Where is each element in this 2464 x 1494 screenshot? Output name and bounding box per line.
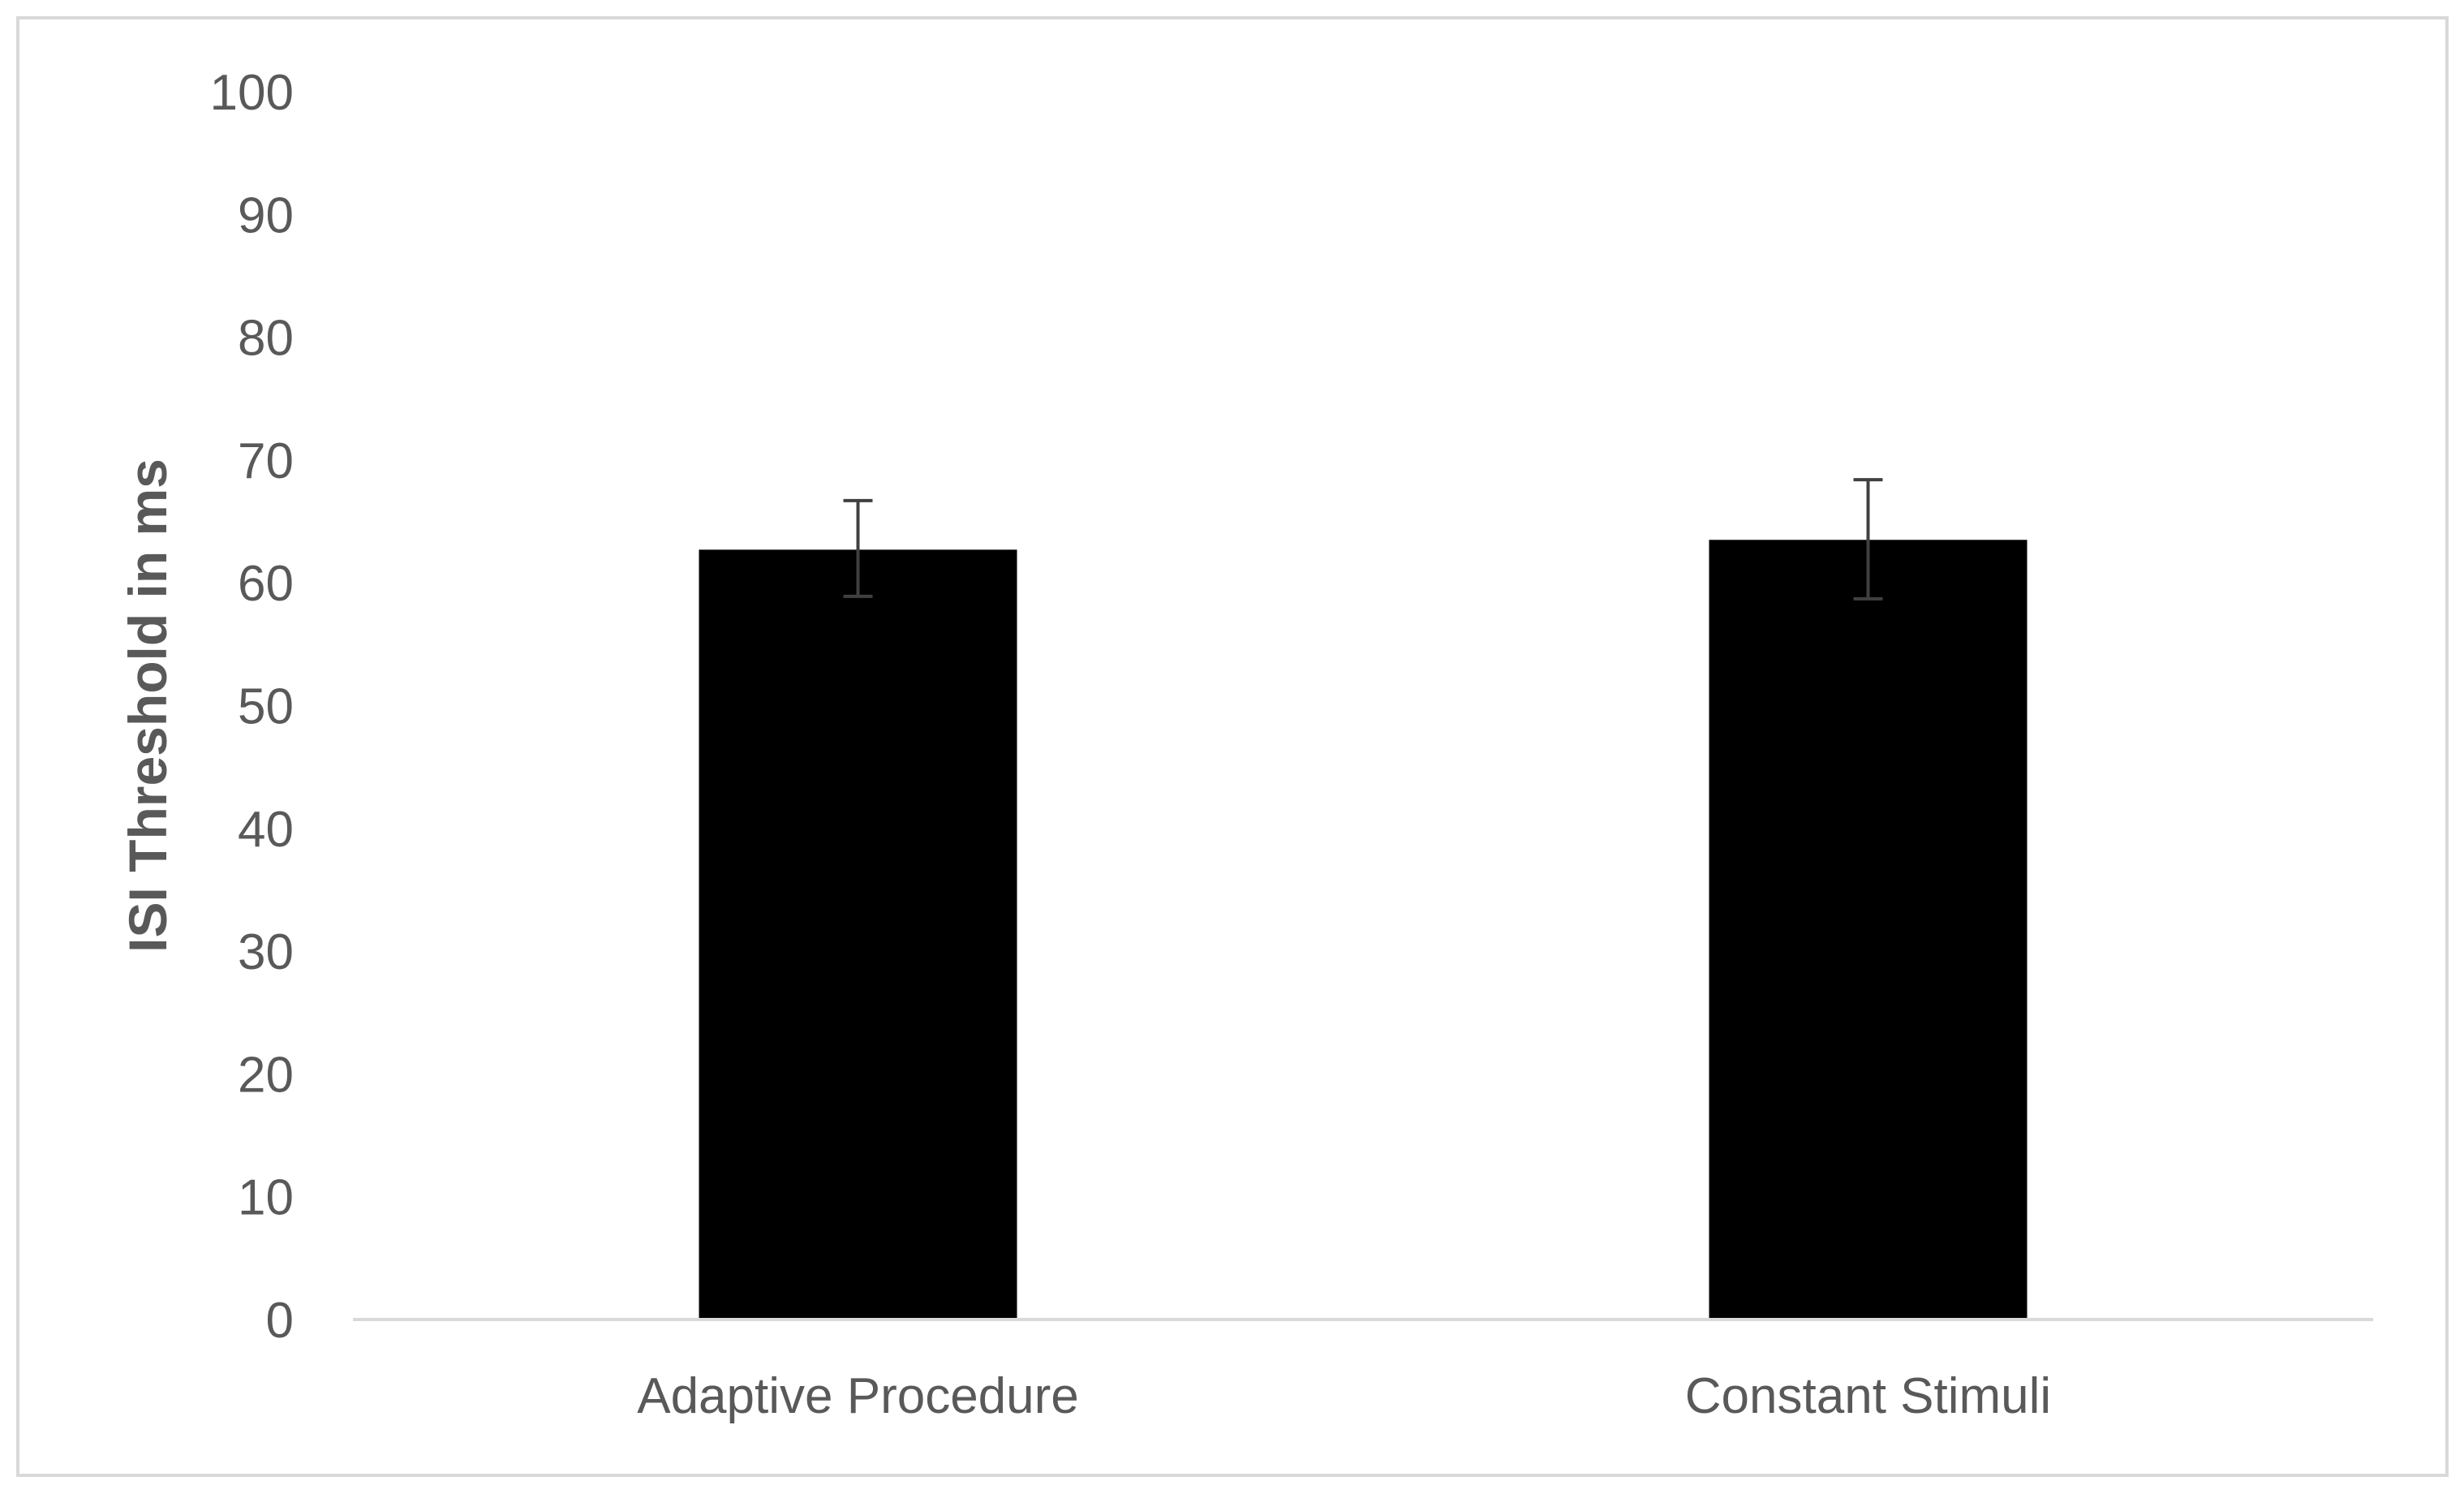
y-tick-label: 20 <box>238 1047 294 1103</box>
y-tick-label: 0 <box>266 1293 294 1349</box>
y-tick-label: 30 <box>238 924 294 980</box>
y-axis-ticks: 0 10 20 30 40 50 60 70 80 90 100 <box>210 65 294 1349</box>
x-axis-categories: Adaptive Procedure Constant Stimuli <box>637 1368 2051 1424</box>
y-tick-label: 70 <box>238 433 294 489</box>
y-tick-label: 80 <box>238 311 294 367</box>
y-tick-label: 50 <box>238 679 294 735</box>
bars-group <box>699 540 2028 1320</box>
y-axis-title: ISI Threshold in ms <box>118 459 178 953</box>
error-bars-group <box>843 478 1883 601</box>
y-tick-label: 10 <box>238 1170 294 1226</box>
x-category-label: Adaptive Procedure <box>637 1368 1079 1424</box>
y-tick-label: 90 <box>238 187 294 243</box>
bar-0 <box>699 549 1017 1320</box>
y-tick-label: 40 <box>238 802 294 858</box>
error-bar-1 <box>1853 478 1883 601</box>
y-tick-label: 60 <box>238 556 294 612</box>
y-tick-label: 100 <box>210 65 294 121</box>
chart-frame <box>16 16 2449 1477</box>
bar-1 <box>1709 540 2028 1320</box>
x-category-label: Constant Stimuli <box>1685 1368 2051 1424</box>
error-bar-0 <box>843 498 873 598</box>
